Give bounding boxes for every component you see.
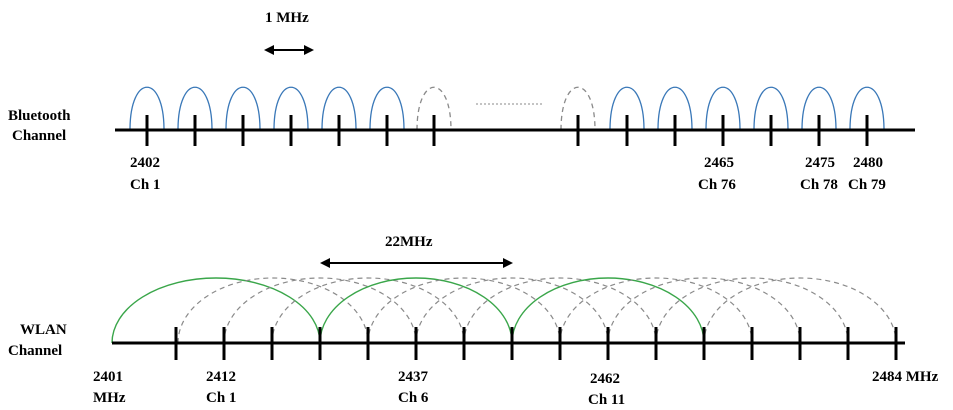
bt-channel-lobe <box>849 86 885 131</box>
wlan-channel-arc <box>319 277 513 344</box>
bt-channel-lobe <box>273 86 309 131</box>
wlan-label-line2: Channel <box>8 343 62 359</box>
bt-channel-lobe <box>369 86 405 131</box>
wlan-section: WLAN Channel 22MHz 2401 MHz 2412 Ch 1 24… <box>8 234 939 408</box>
wlan-overlap-arc <box>559 277 753 344</box>
wlan-overlap-arc <box>177 277 369 344</box>
bt-freq-2465: 2465 <box>704 155 734 171</box>
bt-channel-lobe <box>321 86 357 131</box>
bt-freq-2480: 2480 <box>853 155 883 171</box>
wlan-overlap-arc <box>655 277 849 344</box>
bt-channel-lobe <box>560 86 596 131</box>
bt-channel-lobe <box>416 86 452 131</box>
wlan-overlap-arc <box>223 277 417 344</box>
wlan-channel-arc <box>511 277 705 344</box>
bluetooth-label-line1: Bluetooth <box>8 108 71 124</box>
bt-channel-lobe <box>705 86 741 131</box>
wlan-overlap-arc <box>607 277 801 344</box>
wlan-freq-2462: 2462 <box>590 371 620 387</box>
bt-ch-78: Ch 78 <box>800 177 838 193</box>
bt-channel-lobe <box>657 86 693 131</box>
bt-channel-lobe <box>753 86 789 131</box>
wlan-channel-arcs <box>111 277 897 344</box>
bt-ch-76: Ch 76 <box>698 177 736 193</box>
wlan-start-freq: 2401 <box>93 369 123 385</box>
wlan-overlap-arc <box>415 277 609 344</box>
bt-freq-2475: 2475 <box>805 155 835 171</box>
bt-channel-lobes <box>129 86 885 131</box>
wlan-ch-11: Ch 11 <box>588 392 625 408</box>
bluetooth-label-line2: Channel <box>12 128 66 144</box>
bt-spacing-label: 1 MHz <box>265 10 309 26</box>
bt-channel-lobe <box>801 86 837 131</box>
wlan-overlap-arc <box>367 277 561 344</box>
bt-freq-2402: 2402 <box>130 155 160 171</box>
bt-channel-lobe <box>177 86 213 131</box>
bt-channel-lobe <box>129 86 165 131</box>
wlan-freq-2412: 2412 <box>206 369 236 385</box>
wlan-bandwidth-label: 22MHz <box>385 234 433 250</box>
bt-ch-1: Ch 1 <box>130 177 160 193</box>
wlan-overlap-arc <box>703 277 897 344</box>
wlan-ticks <box>174 327 898 360</box>
wlan-ch-1: Ch 1 <box>206 390 236 406</box>
wlan-start-unit: MHz <box>93 390 126 406</box>
bt-ticks <box>145 115 869 146</box>
bt-channel-lobe <box>225 86 261 131</box>
wlan-channel-arc <box>111 277 321 344</box>
bt-channel-lobe <box>609 86 645 131</box>
bt-ch-79: Ch 79 <box>848 177 886 193</box>
bluetooth-section: Bluetooth Channel 1 MHz 2402 Ch 1 2465 C… <box>8 10 915 193</box>
wlan-ch-6: Ch 6 <box>398 390 429 406</box>
wlan-overlap-arc <box>271 277 465 344</box>
wlan-end-freq: 2484 MHz <box>872 369 939 385</box>
wlan-overlap-arc <box>463 277 657 344</box>
wlan-label-line1: WLAN <box>20 322 67 338</box>
wlan-freq-2437: 2437 <box>398 369 429 385</box>
